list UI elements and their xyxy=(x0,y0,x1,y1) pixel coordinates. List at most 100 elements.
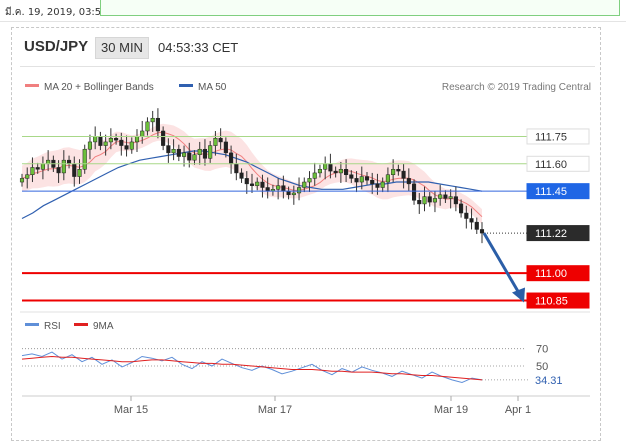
candle-body xyxy=(161,130,166,146)
research-credit: Research © 2019 Trading Central xyxy=(442,82,591,93)
candle-body xyxy=(140,130,145,137)
candle-body xyxy=(56,167,61,174)
candle-body xyxy=(208,145,213,159)
ma50-legend-label: MA 50 xyxy=(198,82,227,93)
candle-body xyxy=(192,154,197,161)
candle-body xyxy=(281,185,286,192)
candle-body xyxy=(443,194,448,199)
level-label-110.85: 110.85 xyxy=(535,296,568,308)
candle-body xyxy=(82,148,87,170)
candle-body xyxy=(323,163,328,170)
currency-pair: USD/JPY xyxy=(24,38,89,55)
candle-body xyxy=(46,159,51,165)
timeframe-badge[interactable]: 30 MIN xyxy=(95,37,149,59)
candle-body xyxy=(276,185,281,190)
forecast-arrow-head xyxy=(512,287,525,303)
rsi-line xyxy=(21,351,483,384)
ma20-legend-swatch xyxy=(25,84,39,87)
level-tag-111.75 xyxy=(526,128,590,145)
rsi-tick-50: 50 xyxy=(536,361,548,373)
level-label-111.45: 111.45 xyxy=(535,186,567,198)
candle-body xyxy=(312,172,317,179)
candle-body xyxy=(255,181,260,186)
x-tick-label: Mar 15 xyxy=(114,404,148,416)
top-bar: มี.ค. 19, 2019, 03:52 xyxy=(0,0,626,22)
candle-body xyxy=(124,145,129,150)
candle-body xyxy=(150,117,155,123)
candle-body xyxy=(114,138,119,141)
candle-body xyxy=(19,178,25,183)
level-tag-111.22 xyxy=(526,225,590,242)
candle-body xyxy=(380,181,385,188)
level-tag-110.85 xyxy=(526,292,590,309)
x-tick-label: Mar 19 xyxy=(434,404,468,416)
candle-body xyxy=(291,192,296,196)
candle-body xyxy=(411,183,417,201)
chart-header: USD/JPY 30 MIN 04:53:33 CET xyxy=(12,28,600,66)
candle-body xyxy=(265,187,270,192)
level-label-111.75: 111.75 xyxy=(535,131,567,143)
candle-body xyxy=(35,167,40,170)
candle-body xyxy=(286,190,291,196)
ma50-line xyxy=(21,150,483,220)
level-label-111.60: 111.60 xyxy=(535,159,567,171)
candle-body xyxy=(417,200,422,205)
candle-body xyxy=(438,194,443,199)
candle-body xyxy=(98,136,103,146)
level-tag-111.00 xyxy=(526,265,590,282)
candle-body xyxy=(307,178,312,183)
ma9-legend-swatch xyxy=(74,323,88,326)
candle-body xyxy=(406,178,411,185)
candle-body xyxy=(77,169,82,177)
candle-body xyxy=(244,178,249,185)
candle-body xyxy=(396,169,401,172)
candle-body xyxy=(129,141,134,150)
candle-body xyxy=(317,169,323,174)
candle-body xyxy=(40,163,45,170)
candle-body xyxy=(375,183,380,188)
candle-body xyxy=(479,229,485,234)
chart-widget: USD/JPY 30 MIN 04:53:33 CET xyxy=(11,27,601,441)
ma9-legend-label: 9MA xyxy=(93,321,114,332)
candle-body xyxy=(453,196,458,205)
candle-body xyxy=(385,174,390,183)
candle-body xyxy=(218,138,223,143)
level-tag-111.60 xyxy=(526,155,590,172)
candle-body xyxy=(432,198,438,203)
candle-body xyxy=(370,179,375,185)
candle-body xyxy=(344,169,349,175)
candle-body xyxy=(338,169,343,174)
candle-body xyxy=(166,145,171,154)
candle-body xyxy=(364,176,370,181)
level-label-111.00: 111.00 xyxy=(535,268,567,280)
candle-body xyxy=(66,159,72,165)
header-divider xyxy=(20,66,595,67)
candle-body xyxy=(87,141,93,150)
ma50-legend-swatch xyxy=(179,84,193,87)
candle-body xyxy=(448,196,453,199)
candle-body xyxy=(459,203,464,214)
datestamp: มี.ค. 19, 2019, 03:52 xyxy=(5,7,108,18)
x-tick-label: Apr 1 xyxy=(505,404,531,416)
candle-body xyxy=(176,148,181,157)
candle-body xyxy=(103,141,108,146)
candle-body xyxy=(359,176,364,183)
candle-body xyxy=(108,138,113,143)
candle-body xyxy=(302,181,307,188)
candle-body xyxy=(260,181,265,188)
ma9-line xyxy=(21,355,483,381)
candle-body xyxy=(213,138,218,146)
candle-body xyxy=(229,152,234,165)
candle-body xyxy=(145,121,150,132)
x-tick-label: Mar 17 xyxy=(258,404,292,416)
rsi-tick-70: 70 xyxy=(536,344,548,356)
candle-body xyxy=(181,152,187,157)
candle-body xyxy=(391,169,396,175)
candle-body xyxy=(72,163,77,177)
candle-body xyxy=(427,196,432,203)
candle-body xyxy=(469,218,474,223)
candle-body xyxy=(474,221,479,230)
candle-body xyxy=(422,196,427,205)
candle-body xyxy=(354,178,359,183)
candle-body xyxy=(61,159,66,174)
